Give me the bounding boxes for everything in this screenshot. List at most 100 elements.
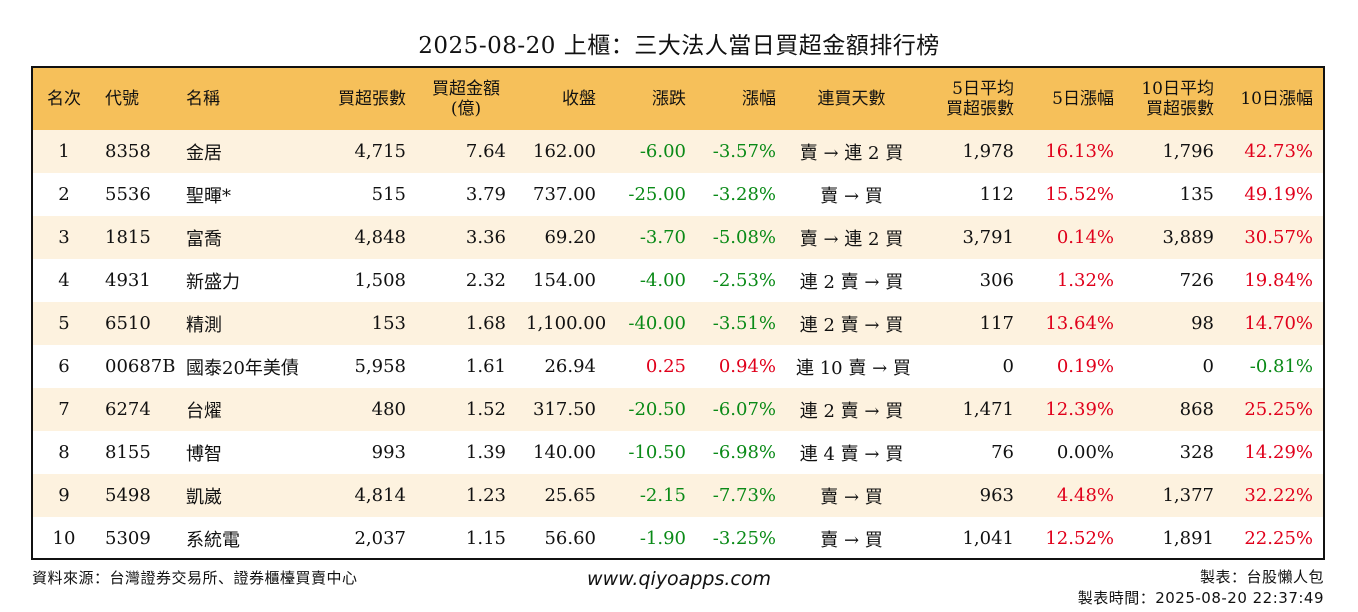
cell-pct10: 14.29% (1224, 431, 1323, 474)
cell-pct10: 22.25% (1224, 517, 1323, 558)
cell-buy-lots: 5,958 (308, 345, 416, 388)
col-close-header: 收盤 (516, 68, 606, 130)
cell-streak: 賣 → 買 (786, 517, 917, 558)
cell-avg10-lots: 1,796 (1124, 130, 1224, 173)
cell-change-pct: -3.57% (696, 130, 786, 173)
cell-pct10: 30.57% (1224, 216, 1323, 259)
cell-avg5-lots: 1,041 (917, 517, 1024, 558)
cell-code: 4931 (95, 259, 176, 302)
table-header: 名次 代號 名稱 買超張數 買超金額 (億) 收盤 漲跌 漲幅 連買天數 5日平… (33, 68, 1323, 130)
cell-close: 154.00 (516, 259, 606, 302)
table-body: 1 8358 金居 4,715 7.64 162.00 -6.00 -3.57% 賣 → 連 2… (33, 130, 1323, 558)
cell-change: 0.25 (606, 345, 696, 388)
cell-buy-amount: 1.15 (416, 517, 516, 558)
cell-rank: 2 (33, 173, 95, 216)
cell-buy-amount: 3.36 (416, 216, 516, 259)
cell-buy-lots: 480 (308, 388, 416, 431)
cell-code: 1815 (95, 216, 176, 259)
col-buy-lots-header: 買超張數 (308, 68, 416, 130)
cell-avg10-lots: 726 (1124, 259, 1224, 302)
cell-change-pct: -3.25% (696, 517, 786, 558)
cell-avg5-lots: 1,471 (917, 388, 1024, 431)
cell-change: -40.00 (606, 302, 696, 345)
cell-close: 26.94 (516, 345, 606, 388)
table-row: 6 00687B 國泰20年美債 5,958 1.61 26.94 0.25 0.94% 連 1… (33, 345, 1323, 388)
cell-pct10: 32.22% (1224, 474, 1323, 517)
cell-avg5-lots: 306 (917, 259, 1024, 302)
cell-avg10-lots: 3,889 (1124, 216, 1224, 259)
table-row: 1 8358 金居 4,715 7.64 162.00 -6.00 -3.57% 賣 → 連 2… (33, 130, 1323, 173)
cell-pct10: 14.70% (1224, 302, 1323, 345)
col-name-header: 名稱 (176, 68, 308, 130)
cell-streak: 賣 → 買 (786, 173, 917, 216)
cell-buy-amount: 1.39 (416, 431, 516, 474)
cell-close: 69.20 (516, 216, 606, 259)
cell-code: 6274 (95, 388, 176, 431)
cell-buy-amount: 1.68 (416, 302, 516, 345)
cell-change: -3.70 (606, 216, 696, 259)
cell-close: 1,100.00 (516, 302, 606, 345)
cell-avg5-lots: 76 (917, 431, 1024, 474)
cell-rank: 4 (33, 259, 95, 302)
cell-change: -25.00 (606, 173, 696, 216)
cell-avg5-lots: 112 (917, 173, 1024, 216)
col-rank-header: 名次 (33, 68, 95, 130)
ranking-table: 名次 代號 名稱 買超張數 買超金額 (億) 收盤 漲跌 漲幅 連買天數 5日平… (33, 68, 1323, 558)
cell-pct10: 42.73% (1224, 130, 1323, 173)
cell-change: -4.00 (606, 259, 696, 302)
cell-buy-amount: 1.52 (416, 388, 516, 431)
cell-code: 00687B (95, 345, 176, 388)
cell-streak: 連 2 賣 → 買 (786, 302, 917, 345)
table-row: 7 6274 台燿 480 1.52 317.50 -20.50 -6.07% 連 2 賣 → … (33, 388, 1323, 431)
maker-label: 製表：台股懶人包 (1199, 568, 1324, 586)
col-change-pct-header: 漲幅 (696, 68, 786, 130)
cell-pct10: 19.84% (1224, 259, 1323, 302)
cell-name: 金居 (176, 130, 308, 173)
cell-avg5-lots: 3,791 (917, 216, 1024, 259)
cell-code: 8358 (95, 130, 176, 173)
page-title: 2025-08-20 上櫃：三大法人當日買超金額排行榜 (418, 33, 940, 59)
cell-avg10-lots: 0 (1124, 345, 1224, 388)
cell-change: -6.00 (606, 130, 696, 173)
cell-close: 140.00 (516, 431, 606, 474)
made-time: 製表時間：2025-08-20 22:37:49 (1077, 589, 1324, 607)
cell-pct5: 1.32% (1024, 259, 1124, 302)
cell-close: 56.60 (516, 517, 606, 558)
cell-avg10-lots: 328 (1124, 431, 1224, 474)
cell-name: 台燿 (176, 388, 308, 431)
cell-code: 8155 (95, 431, 176, 474)
cell-buy-lots: 993 (308, 431, 416, 474)
cell-pct5: 15.52% (1024, 173, 1124, 216)
cell-rank: 8 (33, 431, 95, 474)
cell-change-pct: -7.73% (696, 474, 786, 517)
cell-change-pct: -2.53% (696, 259, 786, 302)
cell-name: 凱崴 (176, 474, 308, 517)
cell-rank: 10 (33, 517, 95, 558)
cell-buy-lots: 515 (308, 173, 416, 216)
cell-name: 聖暉* (176, 173, 308, 216)
data-source-note: 資料來源：台灣證券交易所、證券櫃檯買賣中心 (32, 569, 358, 587)
cell-code: 6510 (95, 302, 176, 345)
cell-change: -2.15 (606, 474, 696, 517)
cell-rank: 5 (33, 302, 95, 345)
cell-pct10: 25.25% (1224, 388, 1323, 431)
cell-buy-lots: 2,037 (308, 517, 416, 558)
cell-pct5: 0.00% (1024, 431, 1124, 474)
table-row: 5 6510 精測 153 1.68 1,100.00 -40.00 -3.51% 連 2 賣 … (33, 302, 1323, 345)
cell-code: 5536 (95, 173, 176, 216)
cell-close: 25.65 (516, 474, 606, 517)
cell-pct5: 0.14% (1024, 216, 1124, 259)
header-row: 名次 代號 名稱 買超張數 買超金額 (億) 收盤 漲跌 漲幅 連買天數 5日平… (33, 68, 1323, 130)
cell-buy-amount: 1.23 (416, 474, 516, 517)
cell-close: 737.00 (516, 173, 606, 216)
cell-rank: 1 (33, 130, 95, 173)
cell-name: 系統電 (176, 517, 308, 558)
col-avg5-lots-header: 5日平均 買超張數 (917, 68, 1024, 130)
col-streak-header: 連買天數 (786, 68, 917, 130)
cell-pct10: -0.81% (1224, 345, 1323, 388)
website-link[interactable]: www.qiyoapps.com (587, 568, 771, 590)
table-row: 8 8155 博智 993 1.39 140.00 -10.50 -6.98% 連 4 賣 → … (33, 431, 1323, 474)
cell-buy-lots: 1,508 (308, 259, 416, 302)
cell-change-pct: -3.28% (696, 173, 786, 216)
